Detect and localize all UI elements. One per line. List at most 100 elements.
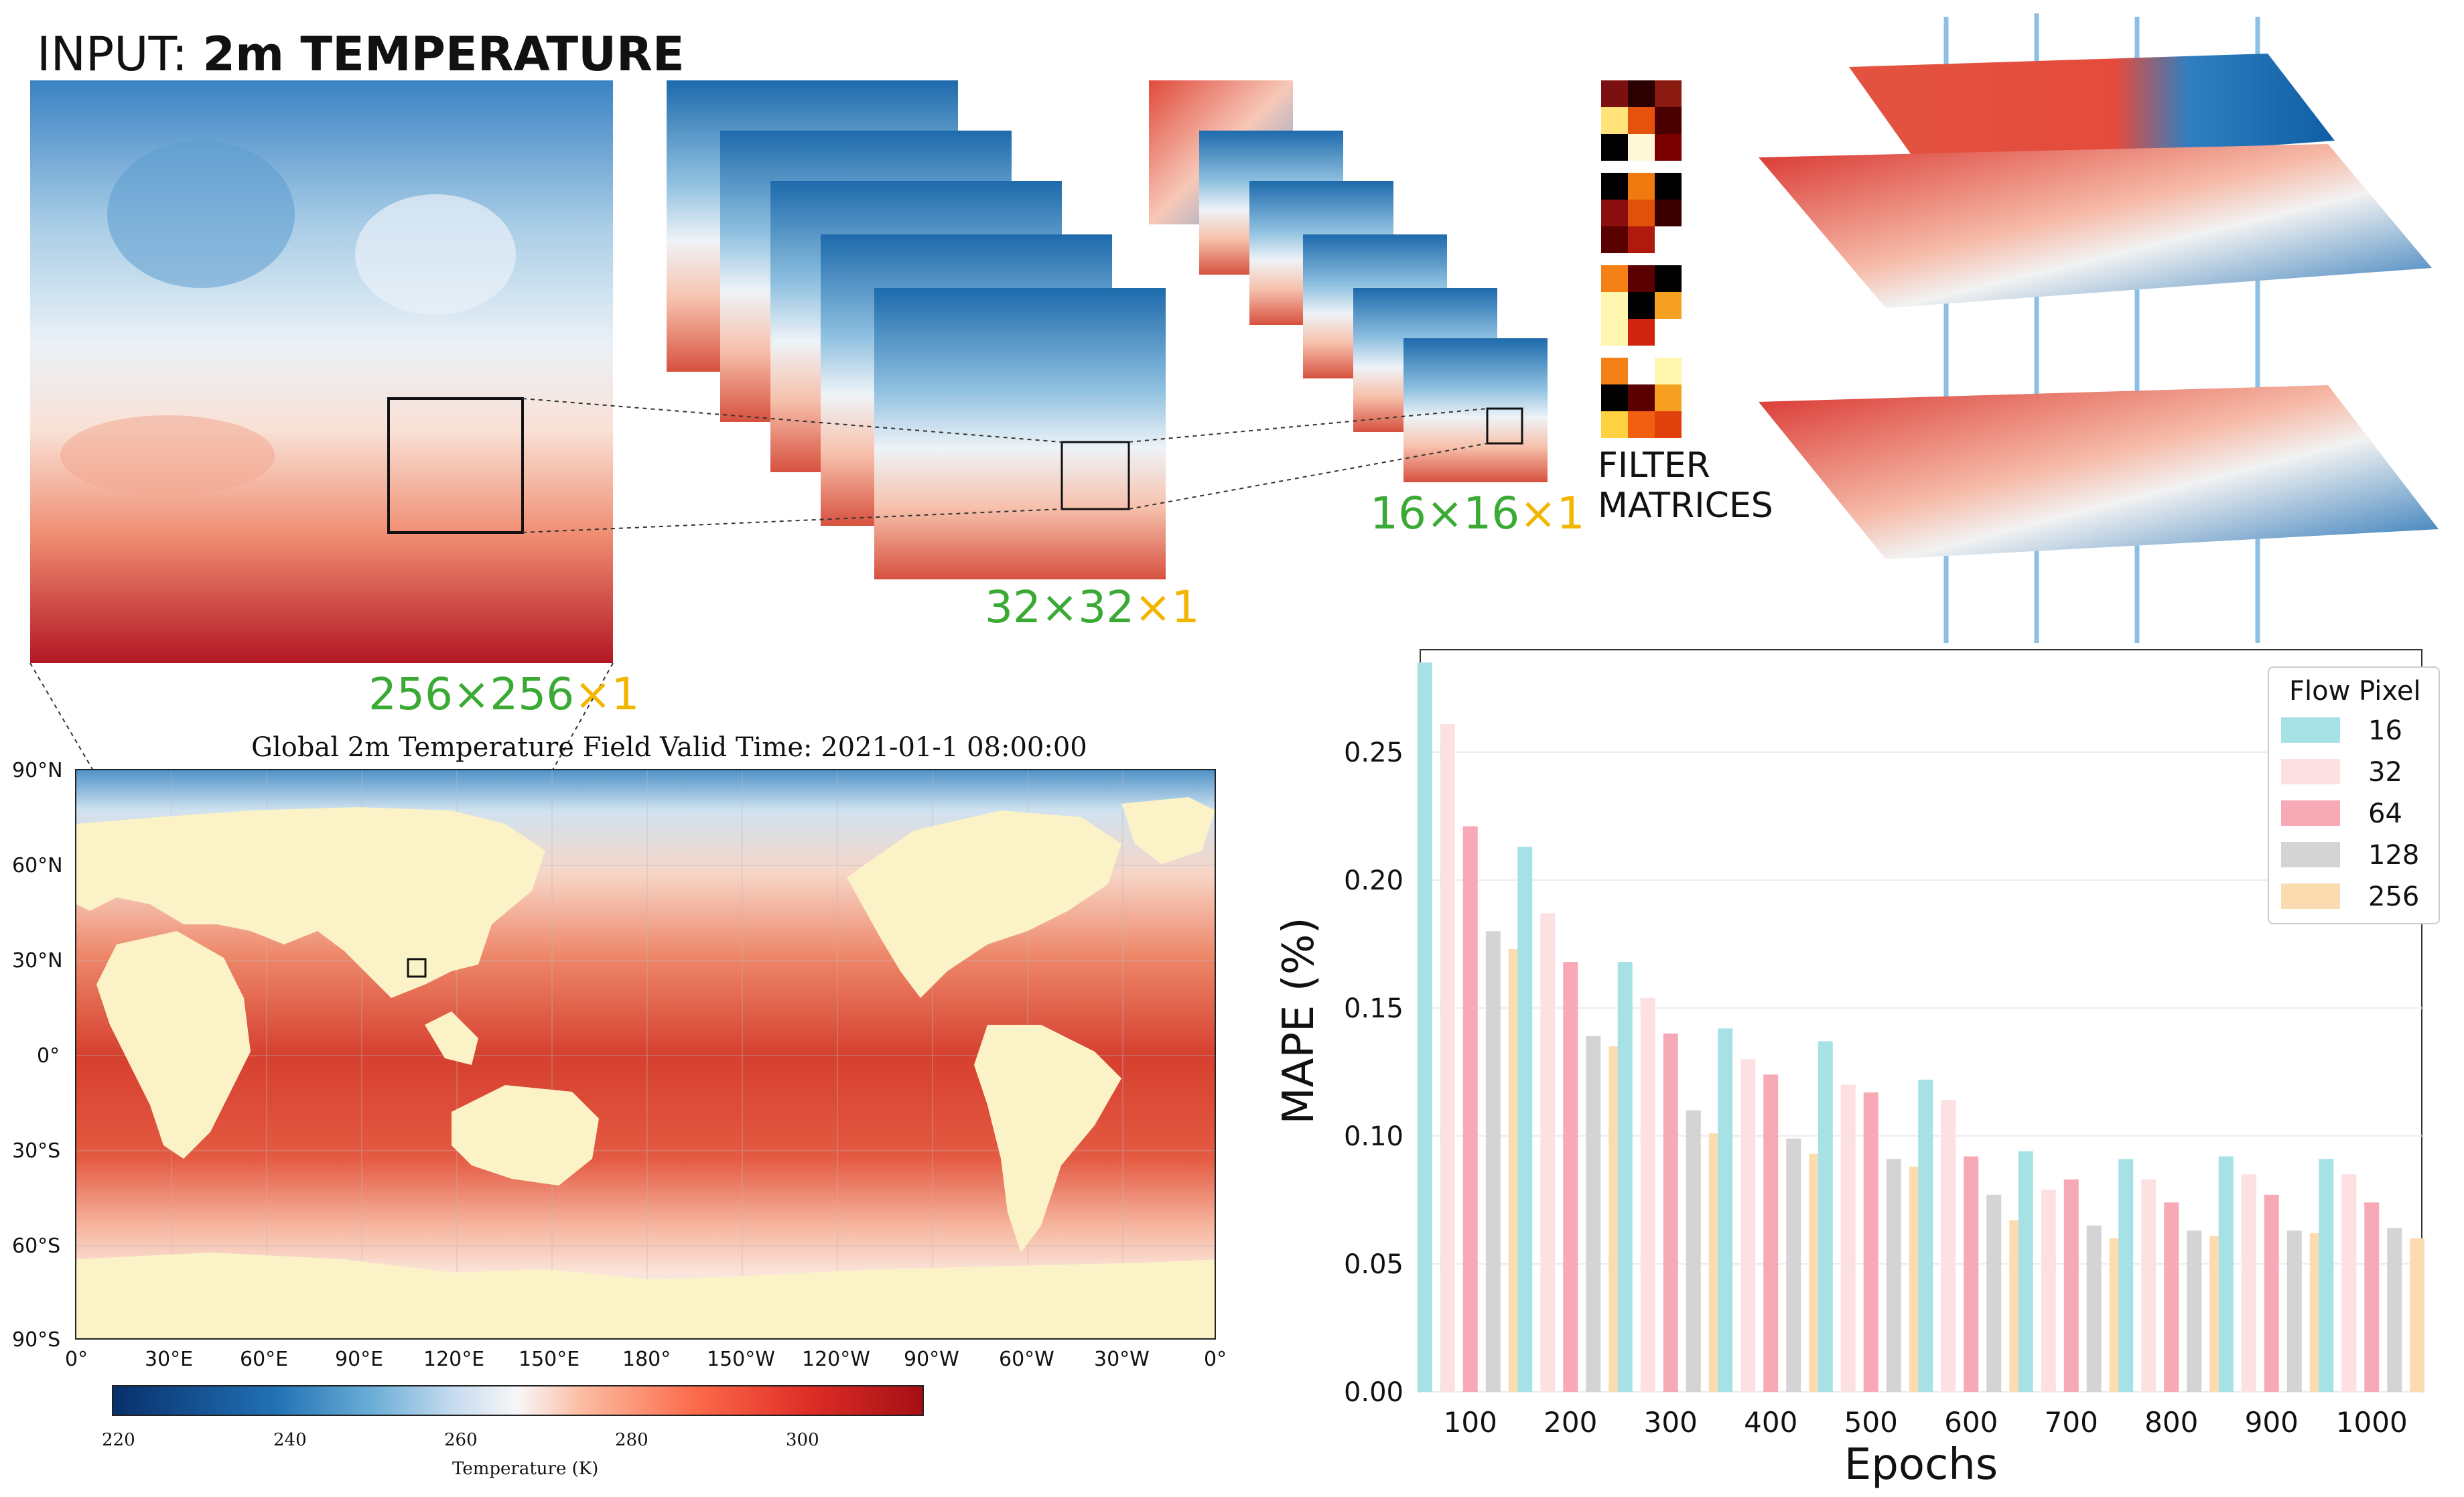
legend-label: 128 [2368,840,2420,871]
legend-item: 256 [2281,879,2435,914]
x-tick-label: 200 [1544,1406,1597,1439]
feature-map-32-front [874,288,1166,579]
bar [2218,1156,2234,1392]
input-zoom-box [387,397,524,534]
bar [1986,1194,2002,1392]
global-temperature-map [75,769,1216,1340]
bar [1786,1138,1801,1392]
lon-label: 90°W [904,1348,959,1371]
bar [1462,826,1478,1392]
bar [2063,1179,2079,1392]
y-tick-label: 0.20 [1344,865,1404,896]
bar [2118,1159,2134,1392]
legend-item: 64 [2281,796,2435,831]
x-tick-label: 500 [1844,1406,1898,1439]
x-tick-label: 800 [2144,1406,2198,1439]
bar [1617,962,1633,1392]
lon-label: 0° [65,1348,88,1371]
dim-label-32: 32×32×1 [985,581,1200,633]
bar [2141,1179,2157,1392]
input-field-image [30,80,613,663]
legend-swatch [2281,883,2340,909]
legend-swatch [2281,717,2340,743]
landmass-shapes [76,797,1215,1338]
legend-label: 256 [2368,881,2420,912]
colorbar-label: Temperature (K) [452,1459,599,1479]
bar [1840,1084,1856,1392]
lon-label: 30°E [145,1348,194,1371]
bar [1686,1110,1701,1392]
legend-label: 32 [2368,757,2402,788]
filter-matrices [1601,80,1682,438]
dim-label-16: 16×16×1 [1370,488,1585,539]
filter-matrices-label: FILTER MATRICES [1598,445,1773,526]
bar [2164,1202,2179,1392]
x-tick-label: 600 [1944,1406,1998,1439]
bar [2410,1238,2425,1392]
x-axis-label: Epochs [1844,1440,1998,1490]
colorbar-tick: 300 [786,1430,819,1450]
bar [1863,1092,1878,1392]
input-title: INPUT: 2m TEMPERATURE [37,27,685,82]
legend-item: 16 [2281,713,2435,748]
bar [1540,913,1556,1392]
bar [2264,1194,2279,1392]
y-tick-label: 0.10 [1344,1121,1404,1152]
x-tick-label: 100 [1444,1406,1497,1439]
map-title: Global 2m Temperature Field Valid Time: … [251,732,1087,763]
lon-label: 150°W [707,1348,775,1371]
lon-label: 150°E [519,1348,580,1371]
lon-label: 180° [622,1348,671,1371]
legend-swatch [2281,800,2340,826]
map-region-box [407,958,427,978]
lon-label: 120°W [802,1348,870,1371]
y-axis-label: MAPE (%) [1274,917,1324,1124]
lat-label: 0° [37,1044,60,1068]
lon-label: 60°E [240,1348,289,1371]
bar [1485,931,1501,1392]
x-tick-label: 1000 [2336,1406,2408,1439]
y-tick-label: 0.25 [1344,737,1404,768]
bar [2018,1151,2033,1392]
legend-item: 32 [2281,755,2435,790]
bar [2187,1230,2202,1392]
colorbar-tick: 220 [102,1430,135,1450]
bar [2341,1174,2357,1392]
bar [2241,1174,2256,1392]
bar [1563,962,1578,1392]
bar [2086,1225,2102,1392]
bar [2319,1159,2334,1392]
legend-title: Flow Pixel [2289,676,2421,707]
lat-label: 90°N [12,759,63,782]
bar [2364,1202,2380,1392]
chart-legend: Flow Pixel 16 32 64 128 256 [2268,666,2440,924]
bar [1440,723,1455,1392]
mape-bar-chart: 0.00 0.05 0.10 0.15 0.20 0.25 100 200 300 400 500 6… [1274,649,2425,1490]
bar [1763,1074,1779,1392]
bar [2286,1230,2302,1392]
lon-label: 0° [1204,1348,1227,1371]
colorbar-tick: 280 [615,1430,648,1450]
legend-label: 64 [2368,798,2402,829]
bar [1941,1100,1956,1392]
bar [1417,662,1432,1392]
bar [1718,1028,1733,1392]
y-tick-label: 0.15 [1344,993,1404,1024]
bar [2387,1228,2402,1392]
legend-label: 16 [2368,715,2402,746]
lon-label: 60°W [999,1348,1054,1371]
bar [1918,1079,1933,1392]
legend-swatch [2281,759,2340,784]
y-tick-label: 0.05 [1344,1249,1404,1280]
y-tick-label: 0.00 [1344,1377,1404,1408]
bar [1740,1059,1756,1392]
lon-label: 90°E [335,1348,384,1371]
dim-label-256: 256×256×1 [368,668,640,720]
lon-label: 120°E [423,1348,485,1371]
legend-swatch [2281,842,2340,867]
bar [2041,1190,2056,1392]
bar [1886,1159,1901,1392]
bar [1663,1033,1678,1392]
lon-label: 30°W [1094,1348,1150,1371]
